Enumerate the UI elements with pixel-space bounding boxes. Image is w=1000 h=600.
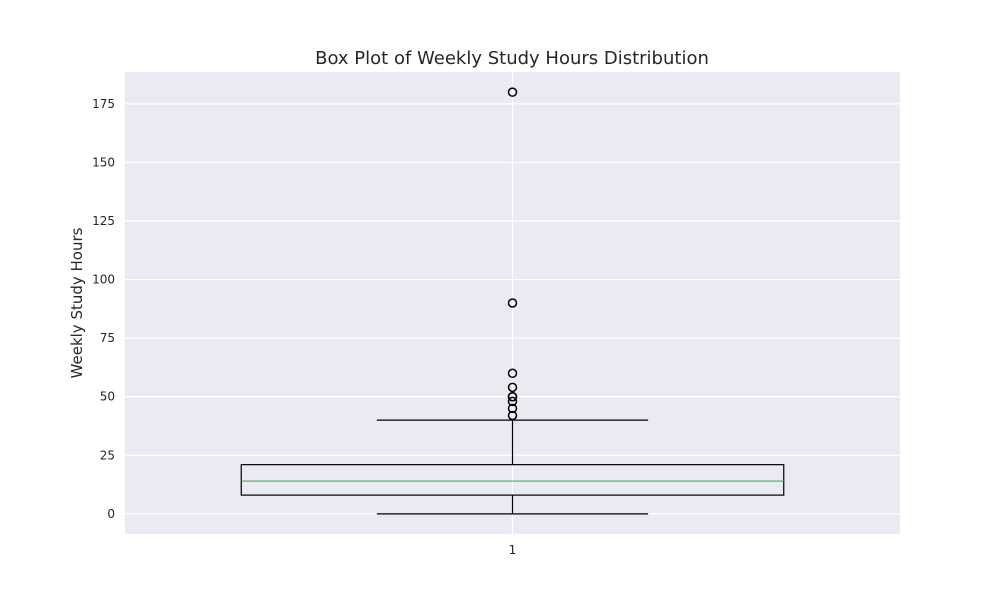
y-tick-label: 75 — [100, 331, 115, 345]
y-tick-label: 125 — [92, 214, 115, 228]
box-elements — [240, 87, 785, 515]
y-axis-ticks: 0 25 50 75 100 125 150 175 1 — [92, 97, 516, 557]
y-tick-label: 25 — [100, 448, 115, 462]
iqr-box — [240, 464, 785, 496]
x-tick-label: 1 — [509, 543, 517, 557]
y-tick-label: 150 — [92, 155, 115, 169]
outlier-point — [507, 410, 518, 421]
outlier-point — [507, 382, 518, 393]
y-tick-label: 100 — [92, 273, 115, 287]
y-tick-label: 50 — [100, 390, 115, 404]
y-axis-label: Weekly Study Hours — [68, 227, 86, 378]
outlier-point — [507, 368, 518, 379]
y-tick-label: 175 — [92, 97, 115, 111]
outlier-point — [507, 403, 518, 414]
outlier-point — [507, 298, 518, 308]
outlier-point — [507, 391, 518, 402]
chart-title: Box Plot of Weekly Study Hours Distribut… — [315, 48, 709, 69]
y-tick-label: 0 — [107, 507, 115, 521]
outlier-point — [507, 396, 518, 407]
outlier-point — [507, 87, 518, 97]
